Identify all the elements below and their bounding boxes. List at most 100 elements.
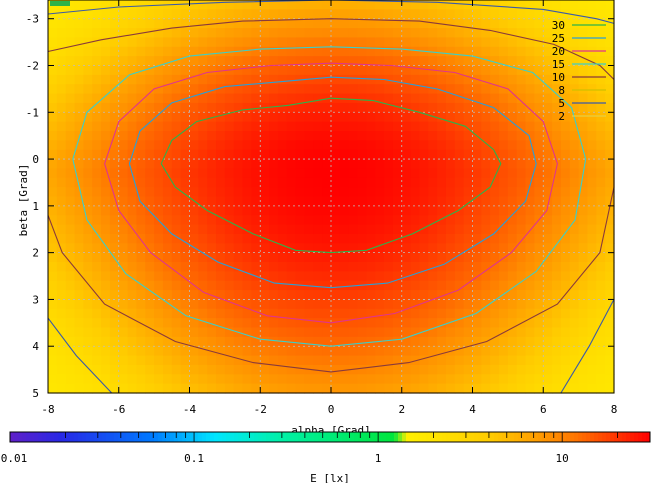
heatmap-cell [463,56,474,67]
heatmap-cell [348,364,359,375]
heatmap-cell [101,252,111,263]
heatmap-cell [419,243,429,254]
heatmap-cell [463,18,474,29]
heatmap-cell [392,65,403,76]
heatmap-cell [366,383,376,394]
heatmap-cell [109,308,120,319]
heatmap-cell [392,383,403,394]
heatmap-cell [277,215,288,226]
heatmap-cell [339,252,350,263]
heatmap-cell [145,168,155,179]
heatmap-cell [92,308,102,319]
heatmap-cell [428,28,438,39]
heatmap-cell [313,280,323,291]
heatmap-cell [428,262,438,272]
heatmap-cell [216,290,226,301]
heatmap-cell [56,280,67,291]
heatmap-cell [366,346,376,357]
heatmap-cell [428,56,438,67]
heatmap-cell [534,364,544,375]
heatmap-cell [127,112,138,123]
heatmap-cell [171,233,182,244]
heatmap-cell [269,74,279,85]
heatmap-cell [578,0,589,10]
heatmap-cell [65,215,76,226]
heatmap-cell [48,140,58,151]
heatmap-cell [516,271,527,282]
heatmap-cell [74,102,84,113]
heatmap-cell [83,336,93,347]
heatmap-cell [269,262,279,272]
heatmap-cell [578,383,589,394]
heatmap-cell [118,0,129,10]
heatmap-cell [180,0,191,10]
heatmap-cell [578,65,589,76]
heatmap-cell [251,383,261,394]
heatmap-cell [569,177,580,188]
heatmap-cell [224,299,235,310]
heatmap-cell [48,215,58,226]
heatmap-cell [118,187,129,198]
heatmap-cell [410,224,421,235]
heatmap-cell [596,205,606,216]
heatmap-cell [534,93,544,104]
y-tick-label: 2 [32,247,39,260]
heatmap-cell [481,308,491,319]
heatmap-cell [463,252,474,263]
heatmap-cell [101,271,111,282]
heatmap-cell [525,299,535,310]
heatmap-cell [596,37,606,48]
heatmap-cell [56,215,67,226]
heatmap-cell [251,140,261,151]
heatmap-cell [216,336,226,347]
heatmap-cell [136,233,146,244]
heatmap-cell [180,355,191,366]
colorbar-segment [122,432,127,442]
heatmap-cell [322,131,332,141]
heatmap-cell [392,84,403,95]
heatmap-cell [92,121,102,132]
colorbar-segment [302,432,307,442]
heatmap-cell [269,327,279,338]
heatmap-cell [331,74,341,85]
heatmap-cell [74,149,84,160]
heatmap-cell [331,252,341,263]
heatmap-cell [499,74,509,85]
heatmap-cell [127,131,138,141]
heatmap-cell [180,262,191,272]
heatmap-cell [384,299,394,310]
heatmap-cell [145,177,155,188]
heatmap-cell [198,233,208,244]
heatmap-cell [56,262,67,272]
heatmap-cell [304,159,314,170]
heatmap-cell [322,112,332,123]
heatmap-cell [251,299,261,310]
colorbar-tick-label: 0.1 [184,452,204,465]
heatmap-cell [445,205,456,216]
heatmap-cell [410,364,421,375]
heatmap-cell [605,93,615,104]
heatmap-cell [101,37,111,48]
heatmap-cell [286,18,297,29]
heatmap-cell [507,46,518,57]
heatmap-cell [83,252,93,263]
heatmap-cell [499,65,509,76]
heatmap-cell [216,271,226,282]
heatmap-cell [304,9,314,20]
heatmap-cell [507,102,518,113]
heatmap-cell [233,308,244,319]
heatmap-cell [56,364,67,375]
heatmap-cell [286,374,297,385]
heatmap-cell [552,121,562,132]
heatmap-cell [569,84,580,95]
heatmap-cell [331,112,341,123]
heatmap-cell [516,37,527,48]
heatmap-cell [92,262,102,272]
heatmap-cell [304,121,314,132]
colorbar-segment [106,432,111,442]
heatmap-cell [534,84,544,95]
heatmap-cell [251,93,261,104]
heatmap-cell [269,140,279,151]
heatmap-cell [560,28,571,39]
heatmap-cell [463,318,474,329]
